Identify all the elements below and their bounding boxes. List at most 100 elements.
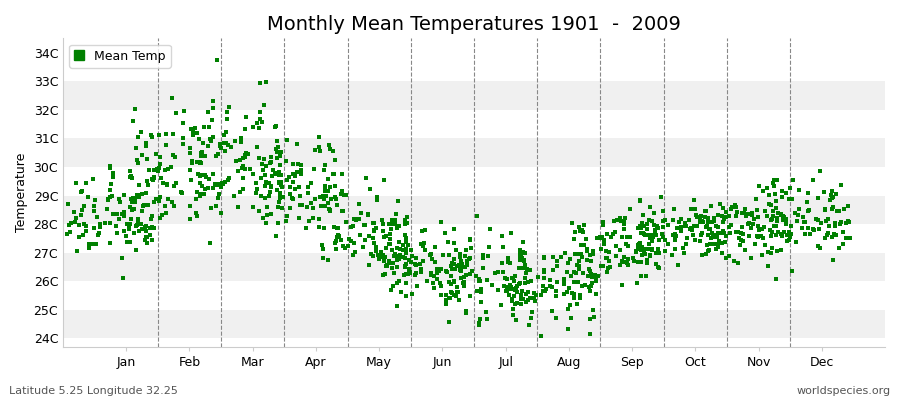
Point <box>399 239 413 245</box>
Point <box>631 246 645 252</box>
Point <box>124 173 139 179</box>
Point <box>752 182 767 189</box>
Point <box>702 247 716 253</box>
Point <box>205 105 220 112</box>
Point <box>401 267 416 274</box>
Point <box>581 266 596 272</box>
Point <box>534 333 548 339</box>
Point <box>132 194 147 200</box>
Point <box>751 214 765 220</box>
Point <box>658 248 672 254</box>
Point <box>471 212 485 219</box>
Point <box>453 254 467 261</box>
Point <box>328 156 343 163</box>
Point <box>574 228 589 234</box>
Point <box>494 302 508 308</box>
Point <box>139 234 153 240</box>
Point <box>602 248 616 255</box>
Point <box>764 250 778 257</box>
Point <box>516 239 530 246</box>
Point <box>770 197 784 204</box>
Point <box>526 295 541 301</box>
Point <box>176 134 191 141</box>
Point <box>271 144 285 150</box>
Point <box>156 179 170 186</box>
Point <box>634 197 648 203</box>
Point <box>129 145 143 151</box>
Bar <box>63 224 885 253</box>
Point <box>72 234 86 241</box>
Point <box>514 292 528 298</box>
Point <box>792 206 806 212</box>
Point <box>160 180 175 187</box>
Point <box>777 214 791 220</box>
Point <box>140 202 155 208</box>
Point <box>588 272 602 278</box>
Point <box>481 277 495 283</box>
Point <box>568 229 582 235</box>
Point <box>259 204 274 210</box>
Point <box>797 219 812 226</box>
Point <box>734 223 749 230</box>
Point <box>396 247 410 254</box>
Point <box>679 223 693 229</box>
Point <box>127 206 141 212</box>
Point <box>191 171 205 177</box>
Point <box>364 251 379 258</box>
Point <box>758 242 772 248</box>
Point <box>131 182 146 188</box>
Point <box>141 202 156 208</box>
Point <box>320 188 335 194</box>
Point <box>520 266 535 272</box>
Point <box>104 193 119 199</box>
Point <box>774 212 788 218</box>
Point <box>316 255 330 261</box>
Point <box>766 208 780 215</box>
Point <box>707 218 722 224</box>
Point <box>390 253 404 260</box>
Point <box>280 176 294 183</box>
Point <box>405 253 419 260</box>
Point <box>315 242 329 248</box>
Point <box>804 231 818 238</box>
Point <box>414 269 428 275</box>
Point <box>454 250 468 257</box>
Point <box>837 206 851 213</box>
Point <box>390 225 404 231</box>
Point <box>638 272 652 279</box>
Point <box>128 198 142 205</box>
Point <box>380 262 394 268</box>
Point <box>272 199 286 206</box>
Point <box>748 241 762 248</box>
Point <box>272 172 286 179</box>
Point <box>305 204 320 211</box>
Point <box>148 150 163 157</box>
Point <box>631 258 645 265</box>
Point <box>376 254 391 260</box>
Point <box>842 219 856 225</box>
Point <box>650 223 664 230</box>
Point <box>726 257 741 264</box>
Point <box>666 217 680 223</box>
Point <box>177 107 192 114</box>
Point <box>337 192 351 198</box>
Point <box>451 289 465 295</box>
Point <box>161 196 176 202</box>
Point <box>229 158 243 164</box>
Point <box>679 222 693 229</box>
Point <box>548 293 562 299</box>
Point <box>293 202 308 208</box>
Point <box>518 250 533 256</box>
Point <box>699 251 714 258</box>
Point <box>567 236 581 242</box>
Point <box>409 262 423 269</box>
Point <box>501 259 516 266</box>
Point <box>124 207 139 213</box>
Point <box>695 252 709 258</box>
Point <box>74 189 88 196</box>
Point <box>832 208 847 214</box>
Point <box>518 275 532 282</box>
Point <box>321 256 336 263</box>
Point <box>649 261 663 268</box>
Point <box>328 182 343 189</box>
